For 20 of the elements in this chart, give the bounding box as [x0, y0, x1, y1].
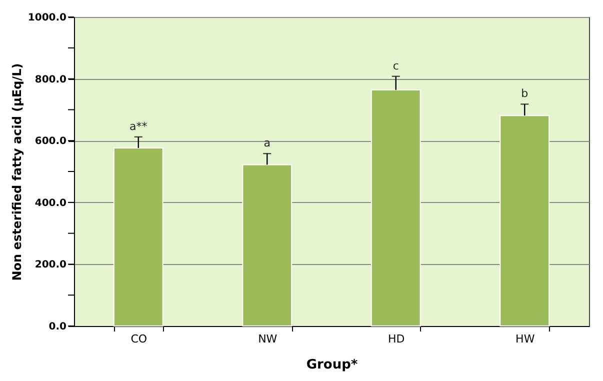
y-tick-label: 1000.0 [28, 12, 67, 24]
y-tick-label: 400.0 [34, 198, 67, 209]
bar [113, 148, 164, 326]
y-tick-label: 800.0 [34, 74, 67, 86]
annotation: a** [130, 120, 148, 133]
bar [370, 89, 421, 326]
x-axis-title: Group* [306, 358, 358, 372]
x-tick-label: CO [130, 332, 148, 346]
y-axis-title: Non esterified fatty acid (µEq/L) [10, 63, 24, 281]
y-tick-label: 200.0 [34, 260, 67, 271]
annotation: b [521, 87, 528, 100]
annotation: a [264, 136, 270, 150]
y-tick-label: 0.0 [48, 322, 67, 332]
x-tick-label: HD [388, 332, 405, 346]
y-tick-label: 600.0 [34, 136, 67, 148]
x-tick-label: HW [516, 332, 535, 346]
x-tick-label: NW [258, 332, 278, 346]
bar [242, 164, 292, 326]
annotation: c [392, 59, 399, 72]
bar [500, 115, 550, 326]
